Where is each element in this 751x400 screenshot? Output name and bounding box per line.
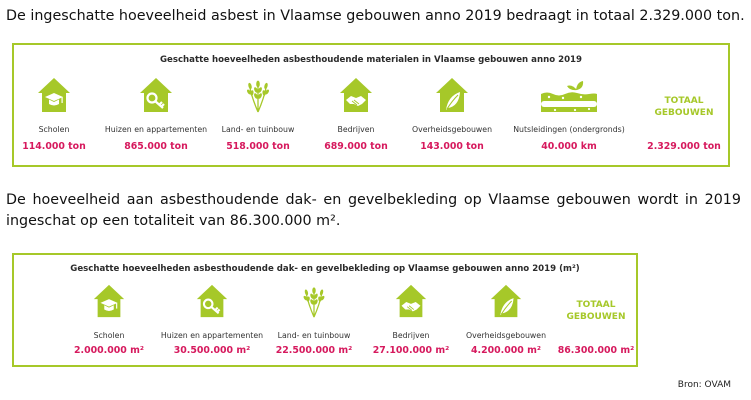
item-value: 865.000 ton [124,141,188,152]
home-key-icon [194,283,230,319]
item-label: Scholen [38,125,70,134]
materials-panel: Geschatte hoeveelheden asbesthoudende ma… [12,43,730,167]
item-label: Bedrijven [337,125,375,134]
total-label-line2: GEBOUWEN [566,312,626,322]
school-house-icon [36,76,72,114]
item-value: 40.000 km [541,141,597,152]
wheat-icon [296,283,332,319]
home-key-icon [138,76,174,114]
item-value: 143.000 ton [420,141,484,152]
business-handshake-icon [338,76,374,114]
wheat-icon [240,76,276,114]
item-label: Overheidsgebouwen [411,125,493,134]
item-label: Huizen en appartementen [160,331,264,340]
cladding-panel-title: Geschatte hoeveelheden asbesthoudende da… [70,264,580,274]
item-value: 689.000 ton [324,141,388,152]
item-label: Land- en tuinbouw [221,125,295,134]
total-label: TOTAAL GEBOUWEN [551,299,641,323]
total-value: 2.329.000 ton [647,141,721,152]
item-value: 22.500.000 m² [275,345,353,356]
business-handshake-icon [393,283,429,319]
total-label-line1: TOTAAL [576,300,616,310]
total-label: TOTAAL GEBOUWEN [639,95,729,119]
item-value: 27.100.000 m² [372,345,450,356]
item-label: Bedrijven [392,331,430,340]
source-credit: Bron: OVAM [677,380,731,390]
item-label: Scholen [93,331,125,340]
intro-text: De ingeschatte hoeveelheid asbest in Vla… [6,8,745,24]
government-leaf-icon [488,283,524,319]
item-value: 4.200.000 m² [471,345,541,356]
item-label: Land- en tuinbouw [277,331,351,340]
second-text: De hoeveelheid aan asbesthoudende dak- e… [6,192,741,229]
item-value: 30.500.000 m² [173,345,251,356]
item-value: 2.000.000 m² [74,345,144,356]
item-value: 518.000 ton [226,141,290,152]
item-value: 114.000 ton [22,141,86,152]
school-house-icon [91,283,127,319]
total-value: 86.300.000 m² [557,345,635,356]
item-label: Nutsleidingen (ondergronds) [513,125,625,134]
item-label: Overheidsgebouwen [465,331,547,340]
cladding-panel: Geschatte hoeveelheden asbesthoudende da… [12,253,638,367]
materials-panel-title: Geschatte hoeveelheden asbesthoudende ma… [159,55,583,65]
utility-pipe-icon [537,76,601,114]
government-leaf-icon [434,76,470,114]
total-label-line2: GEBOUWEN [654,108,714,118]
total-label-line1: TOTAAL [664,96,704,106]
item-label: Huizen en appartementen [104,125,208,134]
